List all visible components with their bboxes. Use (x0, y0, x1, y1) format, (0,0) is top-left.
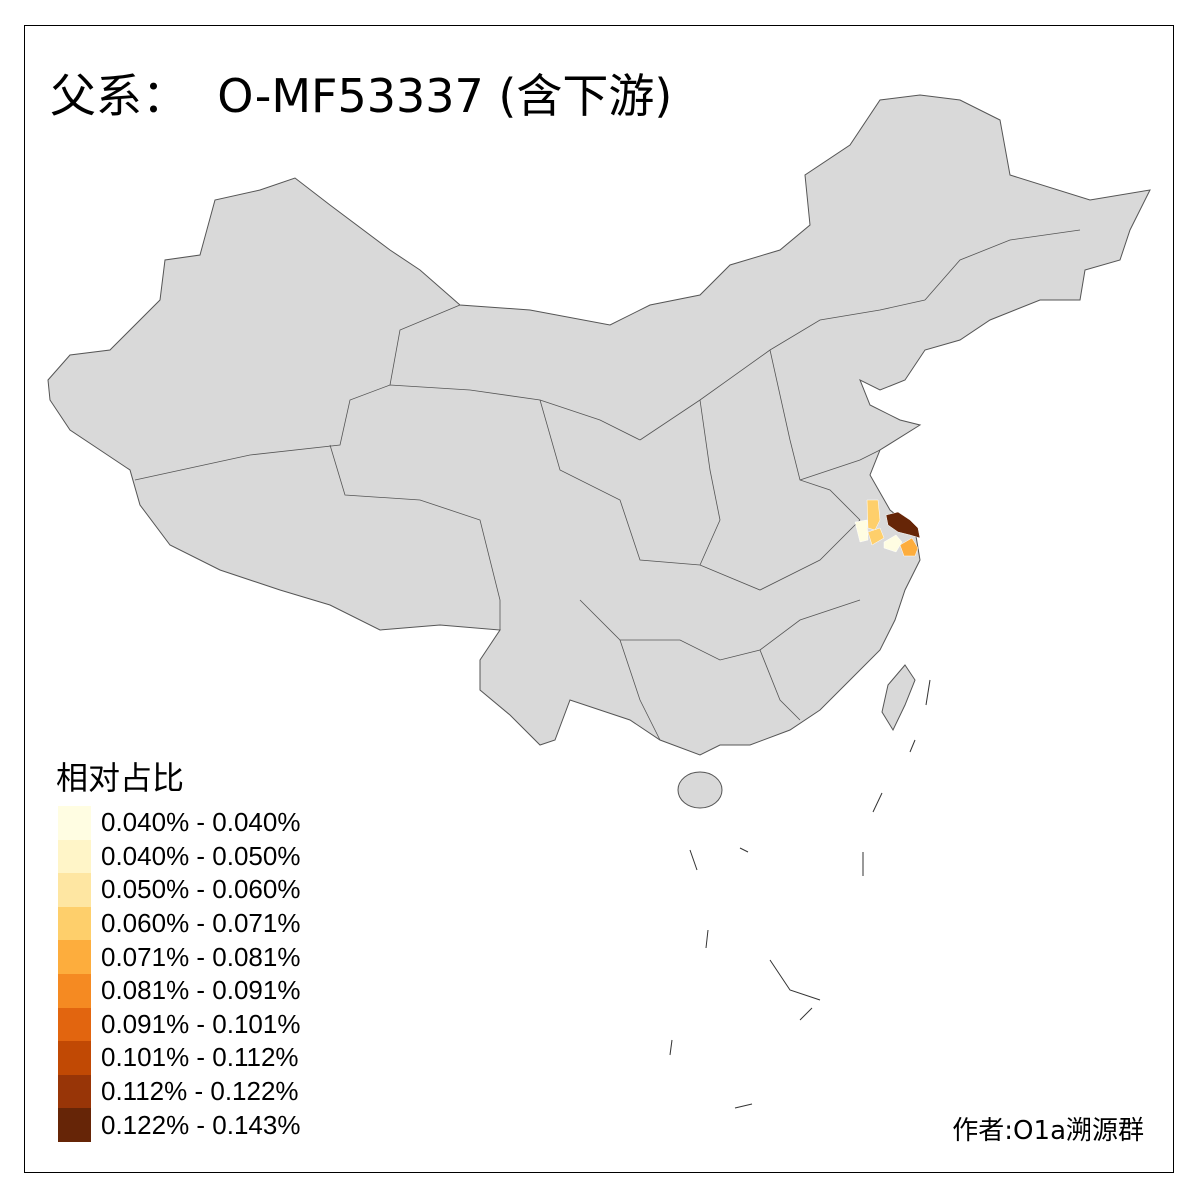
region-0.060-0.071-b (867, 527, 885, 546)
taiwan-island (881, 664, 916, 732)
highlighted-regions (854, 499, 921, 557)
legend-item: 0.071% - 0.081% (58, 940, 300, 974)
region-0.040-0.040-b (883, 534, 903, 553)
legend-item: 0.101% - 0.112% (58, 1041, 299, 1075)
legend-swatch (58, 1007, 91, 1042)
legend-item: 0.081% - 0.091% (58, 974, 300, 1008)
legend-item: 0.050% - 0.060% (58, 873, 300, 907)
legend-label: 0.081% - 0.091% (101, 975, 301, 1006)
legend-item: 0.091% - 0.101% (58, 1007, 301, 1042)
legend-label: 0.040% - 0.050% (101, 840, 301, 871)
legend-item: 0.040% - 0.050% (58, 839, 301, 874)
region-0.060-0.071 (866, 499, 881, 531)
legend-swatch (58, 873, 91, 907)
legend-swatch (58, 806, 91, 840)
legend-label: 0.112% - 0.122% (101, 1076, 299, 1107)
map-title: 父系： O-MF53337 (含下游) (50, 69, 673, 123)
legend-item: 0.040% - 0.040% (58, 806, 300, 840)
legend-swatch (58, 1074, 91, 1109)
legend-swatch (58, 1041, 91, 1075)
legend-title: 相对占比 (56, 759, 185, 797)
region-0.040-0.040 (854, 519, 869, 543)
hainan-island (677, 771, 723, 809)
legend-label: 0.091% - 0.101% (101, 1008, 301, 1039)
region-0.122-0.143 (885, 511, 921, 539)
legend-label: 0.050% - 0.060% (101, 874, 301, 905)
author-credit: 作者:O1a溯源群 (952, 1116, 1144, 1146)
province-borders (134, 229, 1081, 741)
legend-label: 0.040% - 0.040% (101, 807, 301, 838)
plot-border (24, 25, 1174, 1173)
legend-label: 0.101% - 0.112% (101, 1042, 299, 1073)
legend-label: 0.071% - 0.081% (101, 941, 301, 972)
legend-label: 0.122% - 0.143% (101, 1109, 301, 1140)
legend-item: 0.122% - 0.143% (58, 1108, 300, 1142)
legend-label: 0.060% - 0.071% (101, 908, 301, 939)
legend-swatch (58, 940, 91, 974)
legend-item: 0.060% - 0.071% (58, 906, 301, 941)
legend-swatch (58, 906, 91, 941)
region-0.071-0.081 (899, 537, 919, 557)
south-sea-islands (669, 679, 931, 1109)
legend-swatch (58, 974, 91, 1008)
china-mainland (47, 94, 1151, 756)
legend-swatch (58, 839, 91, 874)
legend-item: 0.112% - 0.122% (58, 1074, 299, 1109)
legend-swatch (58, 1108, 91, 1142)
